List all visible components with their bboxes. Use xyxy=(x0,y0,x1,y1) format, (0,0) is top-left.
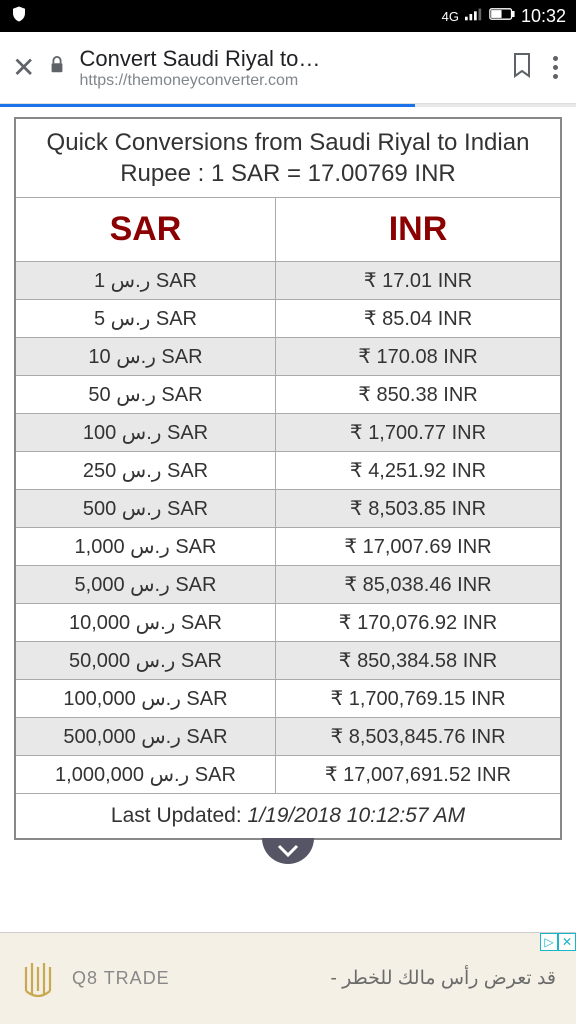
header-inr: INR xyxy=(275,198,561,262)
table-caption: Quick Conversions from Saudi Riyal to In… xyxy=(15,118,561,198)
cell-sar: ر.س 1 SAR xyxy=(15,262,275,300)
ad-close-icon[interactable]: ✕ xyxy=(558,933,576,951)
cell-inr: ₹ 1,700.77 INR xyxy=(275,414,561,452)
close-icon[interactable]: ✕ xyxy=(12,51,35,84)
cell-sar: ر.س 5,000 SAR xyxy=(15,566,275,604)
url-block[interactable]: Convert Saudi Riyal to… https://themoney… xyxy=(79,46,497,90)
table-row: ر.س 10,000 SAR₹ 170,076.92 INR xyxy=(15,604,561,642)
lock-icon xyxy=(49,56,65,79)
footer-timestamp: 1/19/2018 10:12:57 AM xyxy=(248,804,466,827)
cell-inr: ₹ 85.04 INR xyxy=(275,300,561,338)
content-area: Quick Conversions from Saudi Riyal to In… xyxy=(0,107,576,864)
shield-icon xyxy=(10,5,28,27)
cell-inr: ₹ 170.08 INR xyxy=(275,338,561,376)
table-row: ر.س 250 SAR₹ 4,251.92 INR xyxy=(15,452,561,490)
cell-sar: ر.س 250 SAR xyxy=(15,452,275,490)
table-row: ر.س 1,000,000 SAR₹ 17,007,691.52 INR xyxy=(15,756,561,794)
footer-label: Last Updated: xyxy=(111,804,248,827)
cell-inr: ₹ 17,007,691.52 INR xyxy=(275,756,561,794)
header-sar: SAR xyxy=(15,198,275,262)
cell-sar: ر.س 500 SAR xyxy=(15,490,275,528)
network-label: 4G xyxy=(442,9,459,24)
more-icon[interactable] xyxy=(547,56,564,79)
cell-sar: ر.س 100 SAR xyxy=(15,414,275,452)
cell-inr: ₹ 4,251.92 INR xyxy=(275,452,561,490)
clock-label: 10:32 xyxy=(521,6,566,27)
cell-inr: ₹ 8,503,845.76 INR xyxy=(275,718,561,756)
page-url: https://themoneyconverter.com xyxy=(79,72,497,90)
table-row: ر.س 5 SAR₹ 85.04 INR xyxy=(15,300,561,338)
cell-sar: ر.س 50,000 SAR xyxy=(15,642,275,680)
ad-banner[interactable]: Q8 TRADE قد تعرض رأس مالك للخطر - ▷ ✕ xyxy=(0,932,576,1024)
table-row: ر.س 100 SAR₹ 1,700.77 INR xyxy=(15,414,561,452)
ad-logo-icon xyxy=(20,959,60,999)
cell-sar: ر.س 10 SAR xyxy=(15,338,275,376)
table-row: ر.س 50 SAR₹ 850.38 INR xyxy=(15,376,561,414)
battery-icon xyxy=(489,7,515,25)
table-row: ر.س 50,000 SAR₹ 850,384.58 INR xyxy=(15,642,561,680)
cell-sar: ر.س 10,000 SAR xyxy=(15,604,275,642)
ad-tagline: قد تعرض رأس مالك للخطر - xyxy=(330,967,556,990)
cell-sar: ر.س 5 SAR xyxy=(15,300,275,338)
cell-sar: ر.س 500,000 SAR xyxy=(15,718,275,756)
table-row: ر.س 100,000 SAR₹ 1,700,769.15 INR xyxy=(15,680,561,718)
cell-sar: ر.س 1,000 SAR xyxy=(15,528,275,566)
bookmark-icon[interactable] xyxy=(511,52,533,83)
cell-inr: ₹ 850.38 INR xyxy=(275,376,561,414)
table-row: ر.س 500,000 SAR₹ 8,503,845.76 INR xyxy=(15,718,561,756)
cell-inr: ₹ 8,503.85 INR xyxy=(275,490,561,528)
cell-inr: ₹ 17.01 INR xyxy=(275,262,561,300)
cell-sar: ر.س 50 SAR xyxy=(15,376,275,414)
signal-icon xyxy=(465,7,483,25)
ad-brand-label: Q8 TRADE xyxy=(72,968,170,989)
browser-bar: ✕ Convert Saudi Riyal to… https://themon… xyxy=(0,32,576,104)
cell-inr: ₹ 850,384.58 INR xyxy=(275,642,561,680)
expand-chevron[interactable] xyxy=(262,838,314,864)
table-footer-row: Last Updated: 1/19/2018 10:12:57 AM xyxy=(15,794,561,840)
table-caption-row: Quick Conversions from Saudi Riyal to In… xyxy=(15,118,561,198)
cell-sar: ر.س 100,000 SAR xyxy=(15,680,275,718)
ad-info-icon[interactable]: ▷ xyxy=(540,933,558,951)
cell-sar: ر.س 1,000,000 SAR xyxy=(15,756,275,794)
table-row: ر.س 10 SAR₹ 170.08 INR xyxy=(15,338,561,376)
cell-inr: ₹ 170,076.92 INR xyxy=(275,604,561,642)
table-row: ر.س 1,000 SAR₹ 17,007.69 INR xyxy=(15,528,561,566)
table-row: ر.س 5,000 SAR₹ 85,038.46 INR xyxy=(15,566,561,604)
cell-inr: ₹ 17,007.69 INR xyxy=(275,528,561,566)
table-header-row: SAR INR xyxy=(15,198,561,262)
conversion-table: Quick Conversions from Saudi Riyal to In… xyxy=(14,117,562,840)
cell-inr: ₹ 1,700,769.15 INR xyxy=(275,680,561,718)
page-title: Convert Saudi Riyal to… xyxy=(79,46,497,72)
table-footer: Last Updated: 1/19/2018 10:12:57 AM xyxy=(15,794,561,840)
ad-controls: ▷ ✕ xyxy=(540,933,576,951)
cell-inr: ₹ 85,038.46 INR xyxy=(275,566,561,604)
status-bar: 4G 10:32 xyxy=(0,0,576,32)
table-row: ر.س 1 SAR₹ 17.01 INR xyxy=(15,262,561,300)
table-row: ر.س 500 SAR₹ 8,503.85 INR xyxy=(15,490,561,528)
